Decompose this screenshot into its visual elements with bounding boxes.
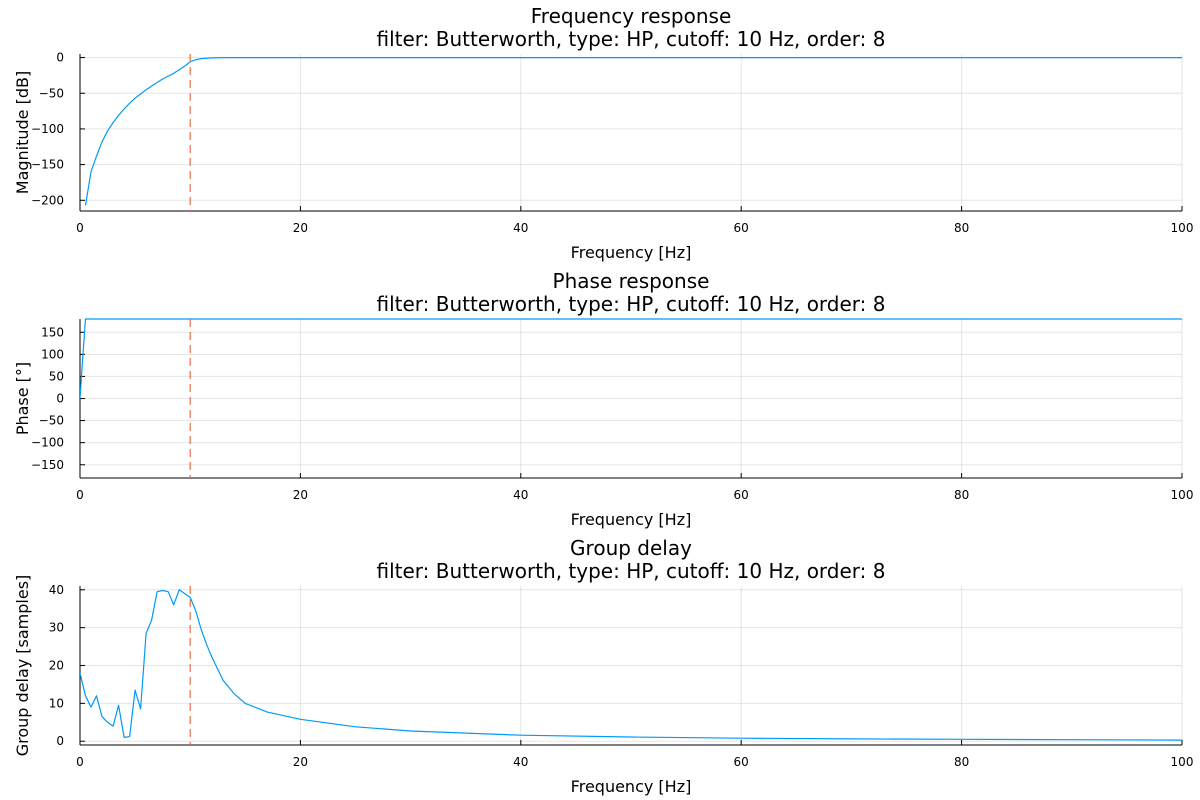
panel-title-line: Frequency response (531, 4, 732, 28)
x-axis-label: Frequency [Hz] (571, 243, 692, 262)
x-tick-label: 100 (1171, 488, 1194, 502)
y-tick-label: −100 (31, 122, 64, 136)
x-tick-label: 40 (513, 488, 528, 502)
y-tick-label: 0 (56, 734, 64, 748)
x-tick-label: 80 (954, 221, 969, 235)
y-axis-label: Magnitude [dB] (13, 71, 32, 194)
y-tick-label: −150 (31, 158, 64, 172)
x-tick-label: 40 (513, 755, 528, 769)
x-tick-label: 60 (734, 755, 749, 769)
y-tick-label: 40 (49, 583, 64, 597)
y-tick-label: 20 (49, 659, 64, 673)
y-axis-label: Group delay [samples] (13, 575, 32, 757)
x-tick-label: 0 (76, 488, 84, 502)
x-tick-label: 20 (293, 755, 308, 769)
panel-title-line: filter: Butterworth, type: HP, cutoff: 1… (377, 27, 886, 51)
x-tick-label: 40 (513, 221, 528, 235)
y-axis-label: Phase [°] (13, 362, 32, 435)
panel-title-line: filter: Butterworth, type: HP, cutoff: 1… (377, 559, 886, 583)
panel-title-line: Phase response (553, 269, 710, 293)
y-tick-label: 100 (41, 347, 64, 361)
y-tick-label: 0 (56, 392, 64, 406)
y-tick-label: −200 (31, 193, 64, 207)
series-line-1 (80, 589, 1182, 741)
y-tick-label: −100 (31, 436, 64, 450)
panel-title-line: filter: Butterworth, type: HP, cutoff: 1… (377, 292, 886, 316)
x-tick-label: 60 (734, 488, 749, 502)
x-tick-label: 20 (293, 488, 308, 502)
y-tick-label: 150 (41, 325, 64, 339)
x-tick-label: 100 (1171, 221, 1194, 235)
y-tick-label: 30 (49, 621, 64, 635)
x-axis-label: Frequency [Hz] (571, 510, 692, 529)
y-tick-label: −150 (31, 458, 64, 472)
y-tick-label: 10 (49, 696, 64, 710)
y-tick-label: 0 (56, 51, 64, 65)
series-line-1 (80, 318, 1182, 399)
x-axis-label: Frequency [Hz] (571, 777, 692, 796)
x-tick-label: 0 (76, 755, 84, 769)
y-tick-label: 50 (49, 369, 64, 383)
x-tick-label: 0 (76, 221, 84, 235)
x-tick-label: 100 (1171, 755, 1194, 769)
y-tick-label: −50 (39, 86, 64, 100)
x-tick-label: 20 (293, 221, 308, 235)
series-line-1 (84, 56, 1182, 206)
x-tick-label: 80 (954, 755, 969, 769)
panel-title-line: Group delay (570, 536, 692, 560)
y-tick-label: −50 (39, 414, 64, 428)
x-tick-label: 60 (734, 221, 749, 235)
x-tick-label: 80 (954, 488, 969, 502)
